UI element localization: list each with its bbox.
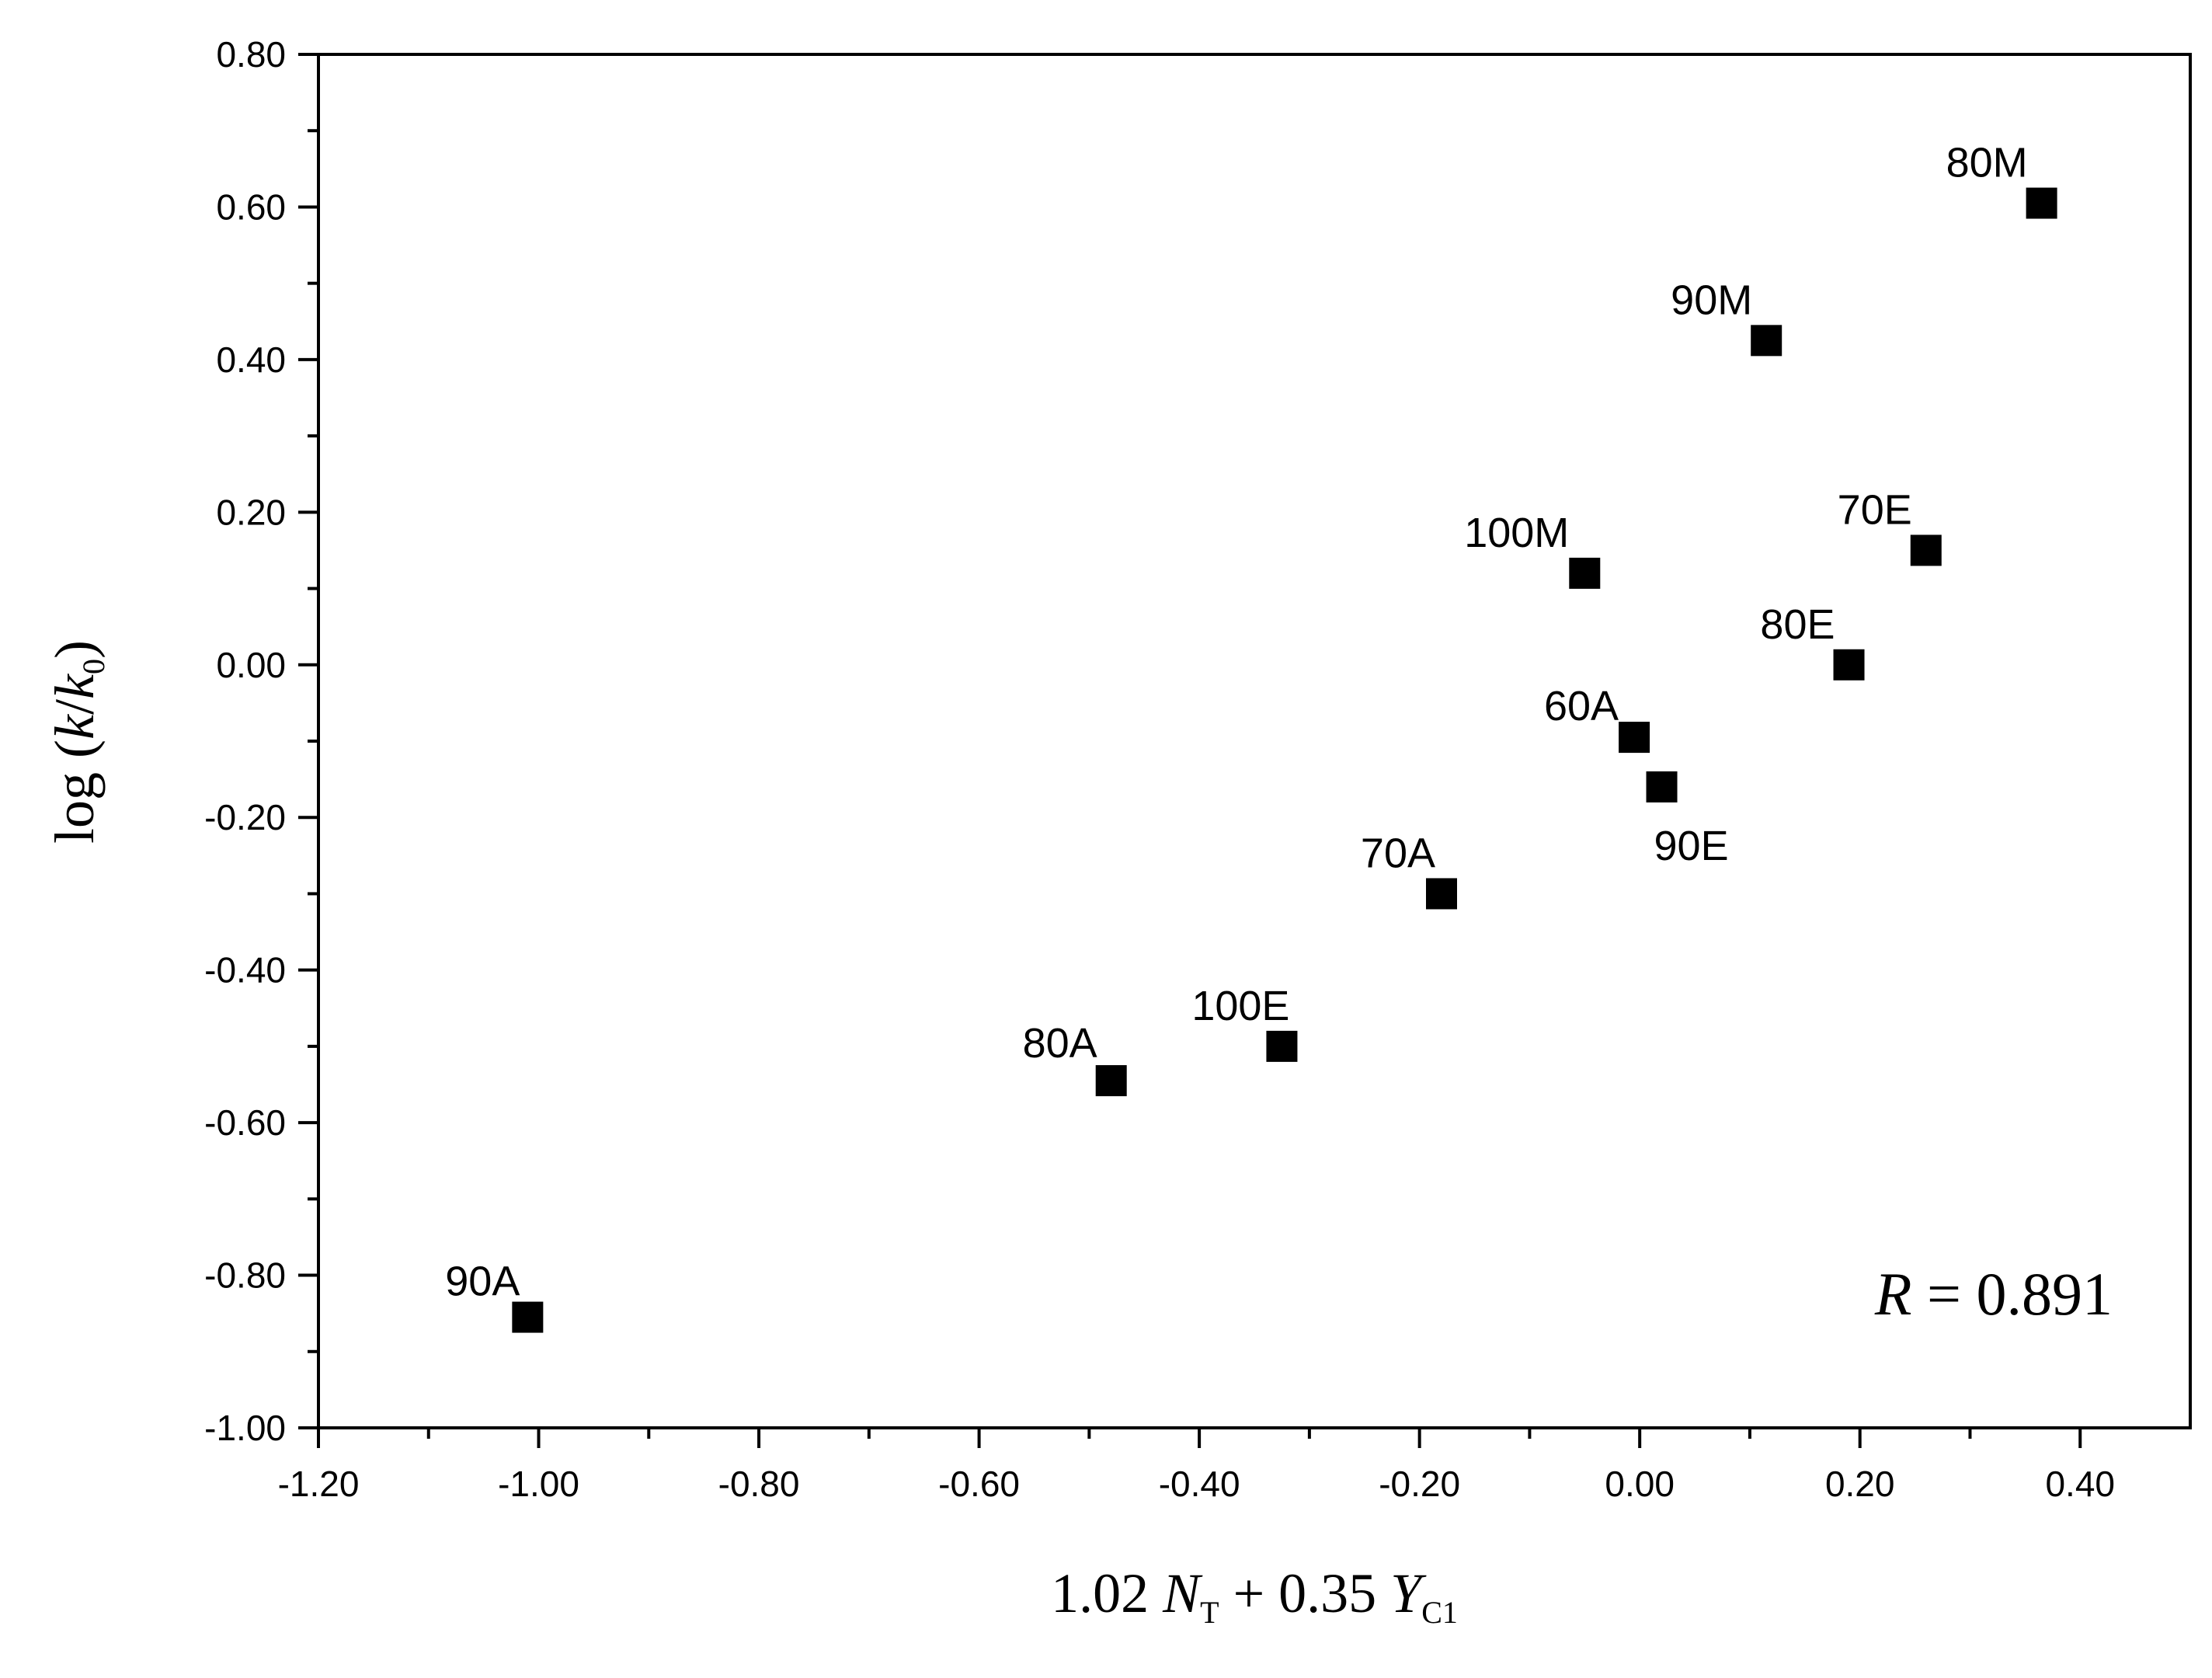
y-tick-label: 0.80	[216, 34, 286, 75]
data-point-100e	[1266, 1030, 1298, 1062]
data-point-70e	[1910, 534, 1942, 566]
x-tick-label: -0.40	[1159, 1464, 1240, 1504]
data-point-90a	[512, 1301, 544, 1333]
y-axis-ticks: 0.80 0.60 0.40 0.20 0.00 -0.20 -0.40 -0.60 -0.80…	[204, 34, 318, 1448]
point-label-60a: 60A	[1544, 683, 1619, 729]
x-axis-title-sub2: C1	[1421, 1595, 1458, 1630]
x-axis-title-var2: Y	[1390, 1562, 1427, 1624]
data-point-90m	[1751, 325, 1782, 357]
plot-frame	[317, 53, 2192, 1429]
y-axis-title-var1: k	[43, 713, 106, 740]
x-axis-title-middle: + 0.35	[1219, 1562, 1391, 1624]
data-point-90e	[1646, 771, 1678, 802]
x-axis-title: 1.02 NT + 0.35 YC1	[1051, 1562, 1458, 1630]
y-tick-label: -0.60	[204, 1102, 286, 1143]
point-label-100e: 100E	[1191, 983, 1289, 1029]
y-axis-title-slash: /	[43, 699, 106, 715]
x-tick-label: -1.20	[278, 1464, 360, 1504]
correlation-var: R	[1874, 1260, 1912, 1328]
y-axis-title-var2: k	[43, 673, 106, 699]
x-tick-label: 0.20	[1825, 1464, 1895, 1504]
y-tick-label: 0.60	[216, 186, 286, 227]
x-axis-ticks: -1.20 -1.00 -0.80 -0.60 -0.40 -0.20 0.00 0.20 0.…	[278, 1428, 2115, 1504]
x-tick-label: 0.00	[1605, 1464, 1675, 1504]
point-label-70e: 70E	[1838, 486, 1912, 533]
y-axis-title: log (k/k0)	[43, 640, 111, 844]
y-tick-label: -1.00	[204, 1408, 286, 1448]
y-tick-label: 0.20	[216, 492, 286, 532]
y-tick-label: 0.40	[216, 339, 286, 380]
data-point-80m	[2026, 187, 2057, 219]
data-point-100m	[1569, 557, 1601, 589]
x-tick-label: -0.60	[938, 1464, 1020, 1504]
x-axis-title-var1: N	[1162, 1562, 1203, 1624]
point-label-80a: 80A	[1023, 1020, 1097, 1067]
point-label-90a: 90A	[445, 1258, 520, 1305]
data-point-70a	[1426, 878, 1457, 910]
y-tick-label: -0.20	[204, 797, 286, 837]
data-points: 90A 80A 100E 70A 100M 60A 90E 90M 80E 70E 80M	[445, 140, 2057, 1333]
point-label-100m: 100M	[1464, 510, 1569, 556]
y-tick-label: 0.00	[216, 645, 286, 685]
point-label-70a: 70A	[1361, 830, 1435, 876]
y-axis-title-suffix: )	[43, 640, 106, 659]
x-tick-label: -1.00	[498, 1464, 579, 1504]
y-axis-title-sub: 0	[76, 659, 111, 674]
x-tick-label: -0.20	[1379, 1464, 1460, 1504]
data-point-80e	[1833, 649, 1865, 681]
y-axis-title-prefix: log (	[43, 740, 106, 844]
point-label-80m: 80M	[1946, 140, 2028, 186]
point-label-80e: 80E	[1760, 601, 1835, 648]
x-axis-title-sub1: T	[1200, 1595, 1219, 1630]
correlation-value: = 0.891	[1912, 1260, 2113, 1328]
data-point-60a	[1619, 722, 1650, 754]
point-label-90m: 90M	[1671, 277, 1752, 323]
x-tick-label: -0.80	[718, 1464, 800, 1504]
y-tick-label: -0.80	[204, 1255, 286, 1296]
x-axis-title-prefix: 1.02	[1051, 1562, 1163, 1624]
x-tick-label: 0.40	[2045, 1464, 2115, 1504]
point-label-90e: 90E	[1654, 823, 1729, 869]
y-tick-label: -0.40	[204, 950, 286, 990]
data-point-80a	[1095, 1065, 1127, 1097]
correlation-annotation: R = 0.891	[1874, 1260, 2113, 1328]
